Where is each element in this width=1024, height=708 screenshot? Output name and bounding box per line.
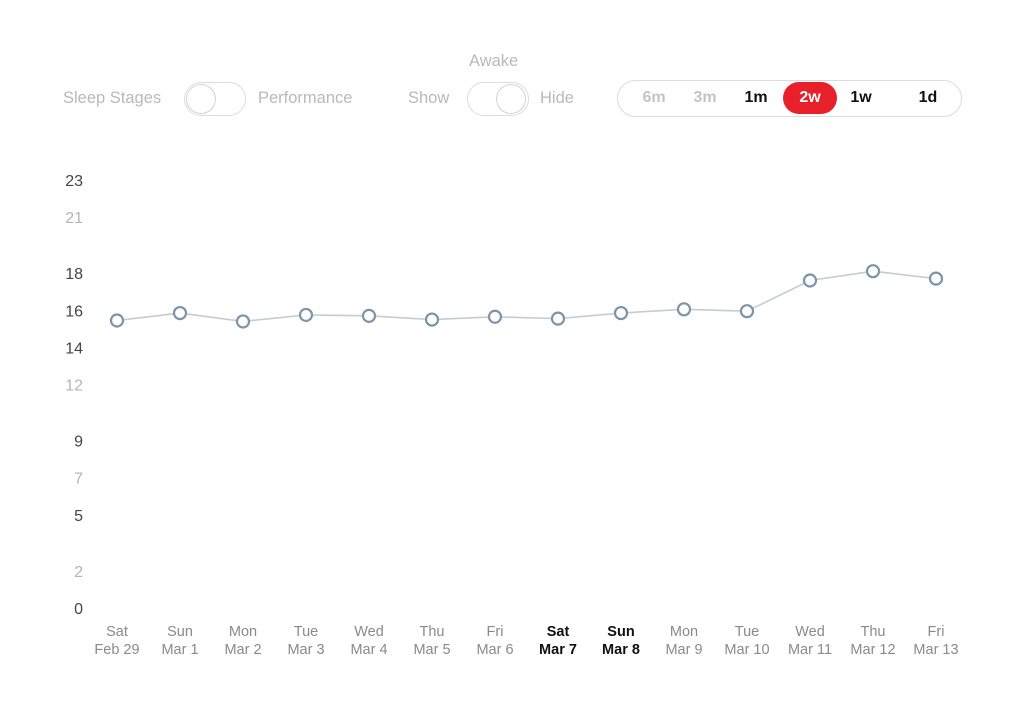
toggle-knob <box>496 84 526 114</box>
data-point[interactable] <box>235 314 251 329</box>
x-tick-day-label: Thu <box>420 624 445 640</box>
x-tick-day-label: Thu <box>861 624 886 640</box>
series-points-group <box>109 264 944 329</box>
x-tick-date-label: Feb 29 <box>94 642 139 658</box>
data-point[interactable] <box>676 302 692 317</box>
x-tick-day-label: Sun <box>167 624 193 640</box>
show-label: Show <box>408 89 450 107</box>
series-line <box>116 270 937 323</box>
x-tick-day-label: Mon <box>670 624 698 640</box>
sleep-stages-performance-toggle[interactable] <box>184 82 246 116</box>
x-tick-date-label: Mar 10 <box>724 642 769 658</box>
range-button-1w[interactable]: 1w <box>850 89 872 106</box>
y-tick-label: 5 <box>74 508 83 525</box>
x-tick-date-label: Mar 7 <box>539 642 577 658</box>
time-range-selector: 6m 3m 1m 2w 1w 1d <box>617 80 962 117</box>
x-axis-ticks: Sat Feb 29 Sun Mar 1 Mon Mar 2 Tue Mar 3 Wed Mar … <box>94 624 958 658</box>
data-point[interactable] <box>487 309 503 324</box>
x-tick-date-label: Mar 11 <box>788 642 832 658</box>
data-point[interactable] <box>424 312 440 327</box>
x-tick-day-label: Fri <box>928 624 945 640</box>
data-point[interactable] <box>298 307 314 323</box>
y-axis-ticks: 0 2 5 7 9 12 14 16 18 21 23 <box>65 173 83 618</box>
y-tick-label: 23 <box>65 173 83 190</box>
range-button-3m[interactable]: 3m <box>693 89 717 106</box>
data-point[interactable] <box>172 305 188 321</box>
y-tick-label: 16 <box>65 303 83 320</box>
y-tick-label: 18 <box>65 266 83 283</box>
range-button-1m[interactable]: 1m <box>744 89 768 106</box>
range-button-6m[interactable]: 6m <box>642 89 666 106</box>
x-tick-day-label: Fri <box>487 624 504 640</box>
y-tick-label: 2 <box>74 564 83 581</box>
data-point[interactable] <box>739 304 755 319</box>
data-point[interactable] <box>802 273 818 288</box>
data-point[interactable] <box>865 264 881 279</box>
x-tick-day-label: Wed <box>795 624 825 640</box>
y-tick-label: 14 <box>65 340 83 357</box>
sleep-stages-label: Sleep Stages <box>63 89 162 107</box>
x-tick-day-label: Tue <box>735 624 759 640</box>
x-tick-date-label: Mar 4 <box>350 642 387 658</box>
y-tick-label: 21 <box>65 210 83 227</box>
x-tick-date-label: Mar 8 <box>602 642 640 658</box>
awake-show-hide-toggle[interactable] <box>467 82 529 116</box>
data-point[interactable] <box>361 308 377 323</box>
y-tick-label: 7 <box>74 471 83 488</box>
x-tick-date-label: Mar 1 <box>161 642 198 658</box>
x-tick-date-label: Mar 13 <box>913 642 958 658</box>
data-point[interactable] <box>928 271 944 286</box>
series-line-group <box>116 270 937 323</box>
performance-label: Performance <box>258 89 353 107</box>
awake-label: Awake <box>469 52 519 70</box>
y-tick-label: 12 <box>65 378 83 395</box>
data-point[interactable] <box>613 305 629 321</box>
y-tick-label: 0 <box>74 601 83 618</box>
data-point[interactable] <box>550 311 566 326</box>
x-tick-date-label: Mar 9 <box>665 642 702 658</box>
x-tick-day-label: Sun <box>607 624 634 640</box>
x-tick-date-label: Mar 12 <box>850 642 895 658</box>
hide-label: Hide <box>540 89 574 107</box>
x-tick-day-label: Mon <box>229 624 257 640</box>
range-button-2w[interactable]: 2w <box>783 82 837 114</box>
toggle-knob <box>186 84 216 114</box>
x-tick-date-label: Mar 5 <box>413 642 450 658</box>
y-tick-label: 9 <box>74 434 83 451</box>
x-tick-date-label: Mar 6 <box>476 642 513 658</box>
range-button-1d[interactable]: 1d <box>918 89 938 106</box>
data-point[interactable] <box>109 313 125 328</box>
x-tick-day-label: Sat <box>106 624 128 640</box>
x-tick-day-label: Wed <box>354 624 384 640</box>
x-tick-date-label: Mar 3 <box>287 642 324 658</box>
x-tick-date-label: Mar 2 <box>224 642 261 658</box>
x-tick-day-label: Tue <box>294 624 318 640</box>
x-tick-day-label: Sat <box>547 624 570 640</box>
